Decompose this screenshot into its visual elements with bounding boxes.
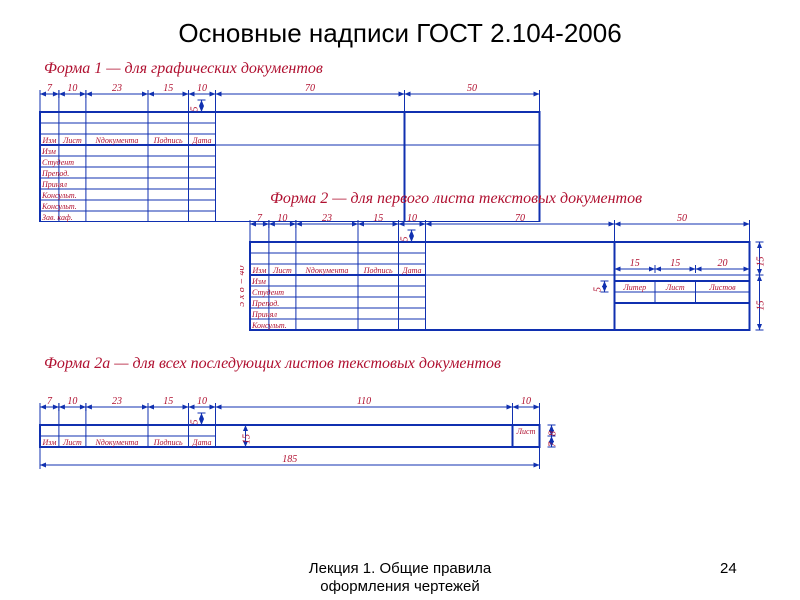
svg-text:10: 10 xyxy=(407,213,417,224)
form2-diagram: 7 10 23 15 10 70 50 Изм Лист Nдокумента Подпись Дат… xyxy=(240,212,780,352)
page-number: 24 xyxy=(720,560,737,577)
svg-text:Nдокумента: Nдокумента xyxy=(94,136,138,145)
svg-text:Лист: Лист xyxy=(516,427,536,436)
svg-text:7: 7 xyxy=(47,83,53,94)
svg-text:15: 15 xyxy=(756,257,767,267)
footer-line1: Лекция 1. Общие правила xyxy=(0,560,800,577)
svg-text:15: 15 xyxy=(670,258,680,269)
svg-text:Изм: Изм xyxy=(42,438,57,447)
svg-text:23: 23 xyxy=(112,396,122,407)
svg-text:Лист: Лист xyxy=(272,266,292,275)
svg-text:10: 10 xyxy=(521,396,531,407)
svg-text:Консульт.: Консульт. xyxy=(41,202,77,211)
svg-text:5: 5 xyxy=(190,420,201,425)
svg-text:23: 23 xyxy=(322,213,332,224)
svg-text:Подпись: Подпись xyxy=(153,136,183,145)
form2a-caption: Форма 2а — для всех последующих листов т… xyxy=(44,355,501,373)
svg-text:10: 10 xyxy=(67,83,77,94)
svg-text:Студент: Студент xyxy=(42,158,74,167)
svg-text:Препод.: Препод. xyxy=(251,299,279,308)
svg-text:Принял: Принял xyxy=(41,180,67,189)
svg-text:Лист: Лист xyxy=(665,283,685,292)
svg-text:Изм: Изм xyxy=(251,277,266,286)
svg-text:7: 7 xyxy=(257,213,263,224)
svg-text:Листов: Листов xyxy=(708,283,736,292)
svg-text:Консульт.: Консульт. xyxy=(251,321,287,330)
svg-text:15: 15 xyxy=(756,301,767,311)
svg-text:Nдокумента: Nдокумента xyxy=(304,266,348,275)
svg-text:Дата: Дата xyxy=(192,438,212,447)
svg-text:Изм: Изм xyxy=(252,266,267,275)
svg-text:Литер: Литер xyxy=(622,283,646,292)
svg-text:Изм: Изм xyxy=(42,136,57,145)
svg-text:5: 5 xyxy=(190,107,201,112)
svg-text:Подпись: Подпись xyxy=(153,438,183,447)
footer-line2: оформления чертежей xyxy=(0,578,800,595)
svg-text:Консульт.: Консульт. xyxy=(41,191,77,200)
svg-text:Препод.: Препод. xyxy=(41,169,69,178)
svg-text:15: 15 xyxy=(630,258,640,269)
svg-text:Подпись: Подпись xyxy=(363,266,393,275)
svg-text:185: 185 xyxy=(282,454,297,465)
svg-text:110: 110 xyxy=(357,396,371,407)
svg-text:50: 50 xyxy=(467,83,477,94)
svg-text:Дата: Дата xyxy=(192,136,212,145)
svg-text:Принял: Принял xyxy=(251,310,277,319)
svg-text:23: 23 xyxy=(112,83,122,94)
svg-text:10: 10 xyxy=(277,213,287,224)
svg-text:Лист: Лист xyxy=(62,438,82,447)
svg-text:15: 15 xyxy=(373,213,383,224)
svg-text:8: 8 xyxy=(548,431,559,436)
svg-text:10: 10 xyxy=(197,396,207,407)
svg-text:5 x 8 = 40: 5 x 8 = 40 xyxy=(240,265,247,306)
svg-text:10: 10 xyxy=(197,83,207,94)
svg-text:15: 15 xyxy=(163,396,173,407)
svg-text:70: 70 xyxy=(515,213,525,224)
svg-text:15: 15 xyxy=(242,434,253,444)
svg-text:Изм: Изм xyxy=(41,147,56,156)
form2a-diagram: 7 10 23 15 10 110 10 Изм Лист Nдокумента Подпись Да… xyxy=(30,395,590,525)
svg-text:5: 5 xyxy=(593,287,604,292)
svg-text:Nдокумента: Nдокумента xyxy=(94,438,138,447)
svg-text:Лист: Лист xyxy=(62,136,82,145)
svg-text:70: 70 xyxy=(305,83,315,94)
svg-text:20: 20 xyxy=(718,258,728,269)
form1-caption: Форма 1 — для графических документов xyxy=(44,60,323,78)
form2-caption: Форма 2 — для первого листа текстовых до… xyxy=(270,190,642,208)
svg-text:Дата: Дата xyxy=(402,266,422,275)
svg-text:50: 50 xyxy=(677,213,687,224)
svg-text:7: 7 xyxy=(47,396,53,407)
svg-text:15: 15 xyxy=(163,83,173,94)
svg-text:5: 5 xyxy=(400,237,411,242)
svg-text:Зав. каф.: Зав. каф. xyxy=(42,213,73,222)
svg-text:10: 10 xyxy=(67,396,77,407)
svg-text:Студент: Студент xyxy=(252,288,284,297)
page-title: Основные надписи ГОСТ 2.104-2006 xyxy=(0,18,800,49)
